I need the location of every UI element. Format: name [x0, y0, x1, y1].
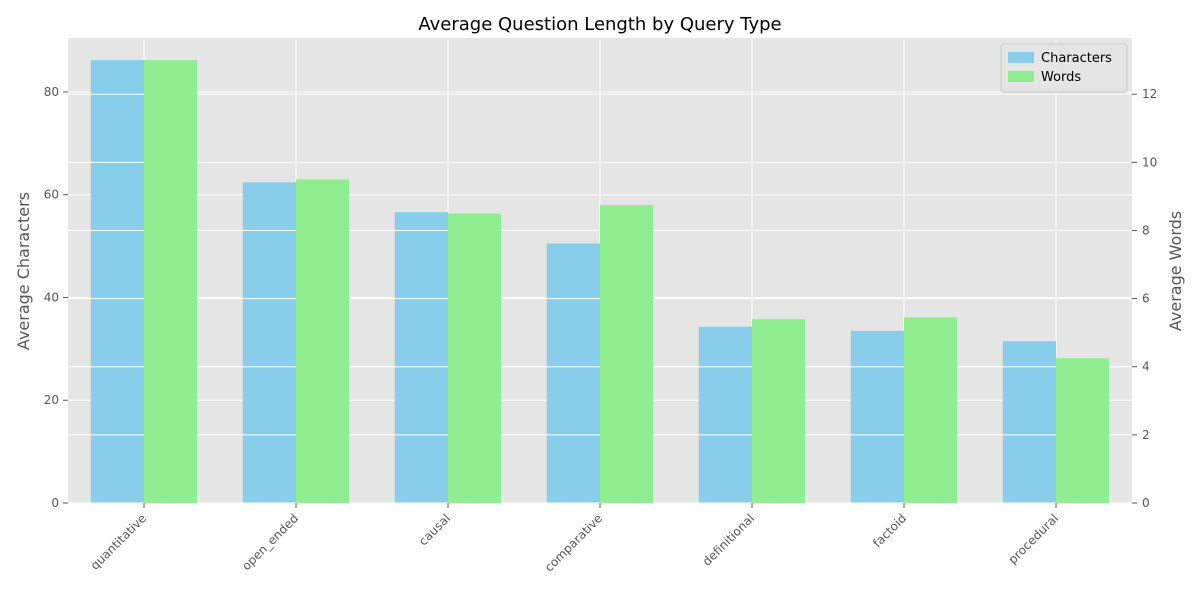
legend-swatch	[1008, 71, 1034, 82]
legend: Characters Words	[1000, 43, 1128, 93]
y-left-tick-label: 80	[44, 85, 59, 99]
y-right-tick-label: 2	[1142, 428, 1150, 442]
bar-words	[600, 204, 654, 503]
bar-words	[904, 317, 958, 503]
bar-characters	[698, 326, 752, 503]
y-right-tick-label: 0	[1142, 496, 1150, 510]
y-left-tick-label: 60	[44, 188, 59, 202]
y-left-tick-label: 20	[44, 393, 59, 407]
y-right-tick-label: 6	[1142, 292, 1150, 306]
legend-label: Characters	[1041, 51, 1112, 66]
bar-characters	[546, 243, 600, 504]
bar-characters	[394, 212, 448, 504]
y-axis-left-title: Average Characters	[14, 192, 33, 350]
legend-label: Words	[1041, 70, 1081, 85]
y-axis-right-title: Average Words	[1166, 211, 1185, 331]
bar-characters	[242, 182, 296, 503]
bar-words	[448, 213, 502, 503]
bar-characters	[850, 330, 904, 503]
legend-swatch	[1008, 52, 1034, 63]
y-right-tick-label: 8	[1142, 223, 1150, 237]
bar-characters	[1002, 341, 1056, 503]
y-left-tick-label: 40	[44, 290, 59, 304]
bar-words	[296, 179, 350, 503]
y-left-tick-label: 0	[51, 496, 59, 510]
bar-words	[144, 60, 198, 504]
bar-words	[752, 319, 806, 503]
y-right-tick-label: 4	[1142, 360, 1150, 374]
chart-title: Average Question Length by Query Type	[418, 14, 781, 35]
bar-words	[1056, 358, 1110, 503]
y-right-tick-label: 10	[1142, 155, 1157, 169]
y-right-tick-label: 12	[1142, 87, 1157, 101]
bar-characters	[90, 60, 144, 503]
bars	[68, 60, 1132, 504]
